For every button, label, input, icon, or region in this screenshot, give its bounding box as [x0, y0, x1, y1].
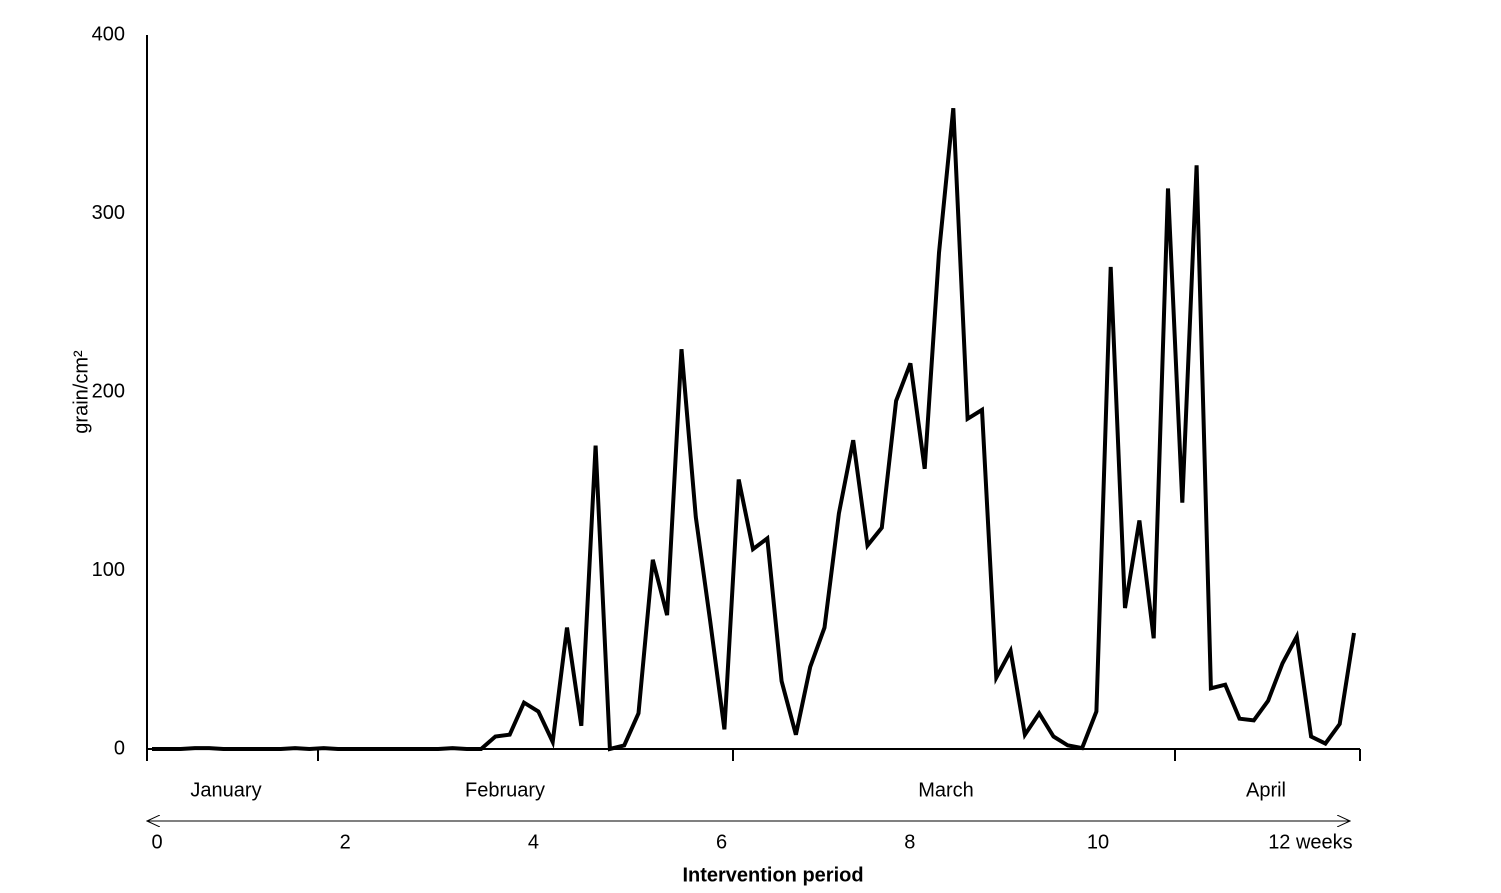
- week-tick-label: 4: [528, 831, 539, 853]
- week-tick-label: 12 weeks: [1268, 831, 1353, 853]
- week-tick-label: 0: [151, 831, 162, 853]
- y-tick-label: 0: [114, 737, 125, 759]
- month-label: February: [465, 779, 545, 801]
- y-tick-label: 100: [92, 559, 125, 581]
- data-line: [152, 108, 1356, 752]
- y-tick-label: 400: [92, 23, 125, 45]
- month-label: March: [918, 779, 974, 801]
- week-tick-label: 10: [1087, 831, 1109, 853]
- week-tick-label: 2: [340, 831, 351, 853]
- y-axis-label: grain/cm²: [70, 350, 92, 434]
- y-tick-label: 200: [92, 380, 125, 402]
- y-tick-label: 300: [92, 202, 125, 224]
- x-axis-label: Intervention period: [682, 864, 863, 886]
- week-tick-label: 6: [716, 831, 727, 853]
- week-tick-label: 8: [904, 831, 915, 853]
- month-label: April: [1246, 779, 1286, 801]
- month-label: January: [190, 779, 261, 801]
